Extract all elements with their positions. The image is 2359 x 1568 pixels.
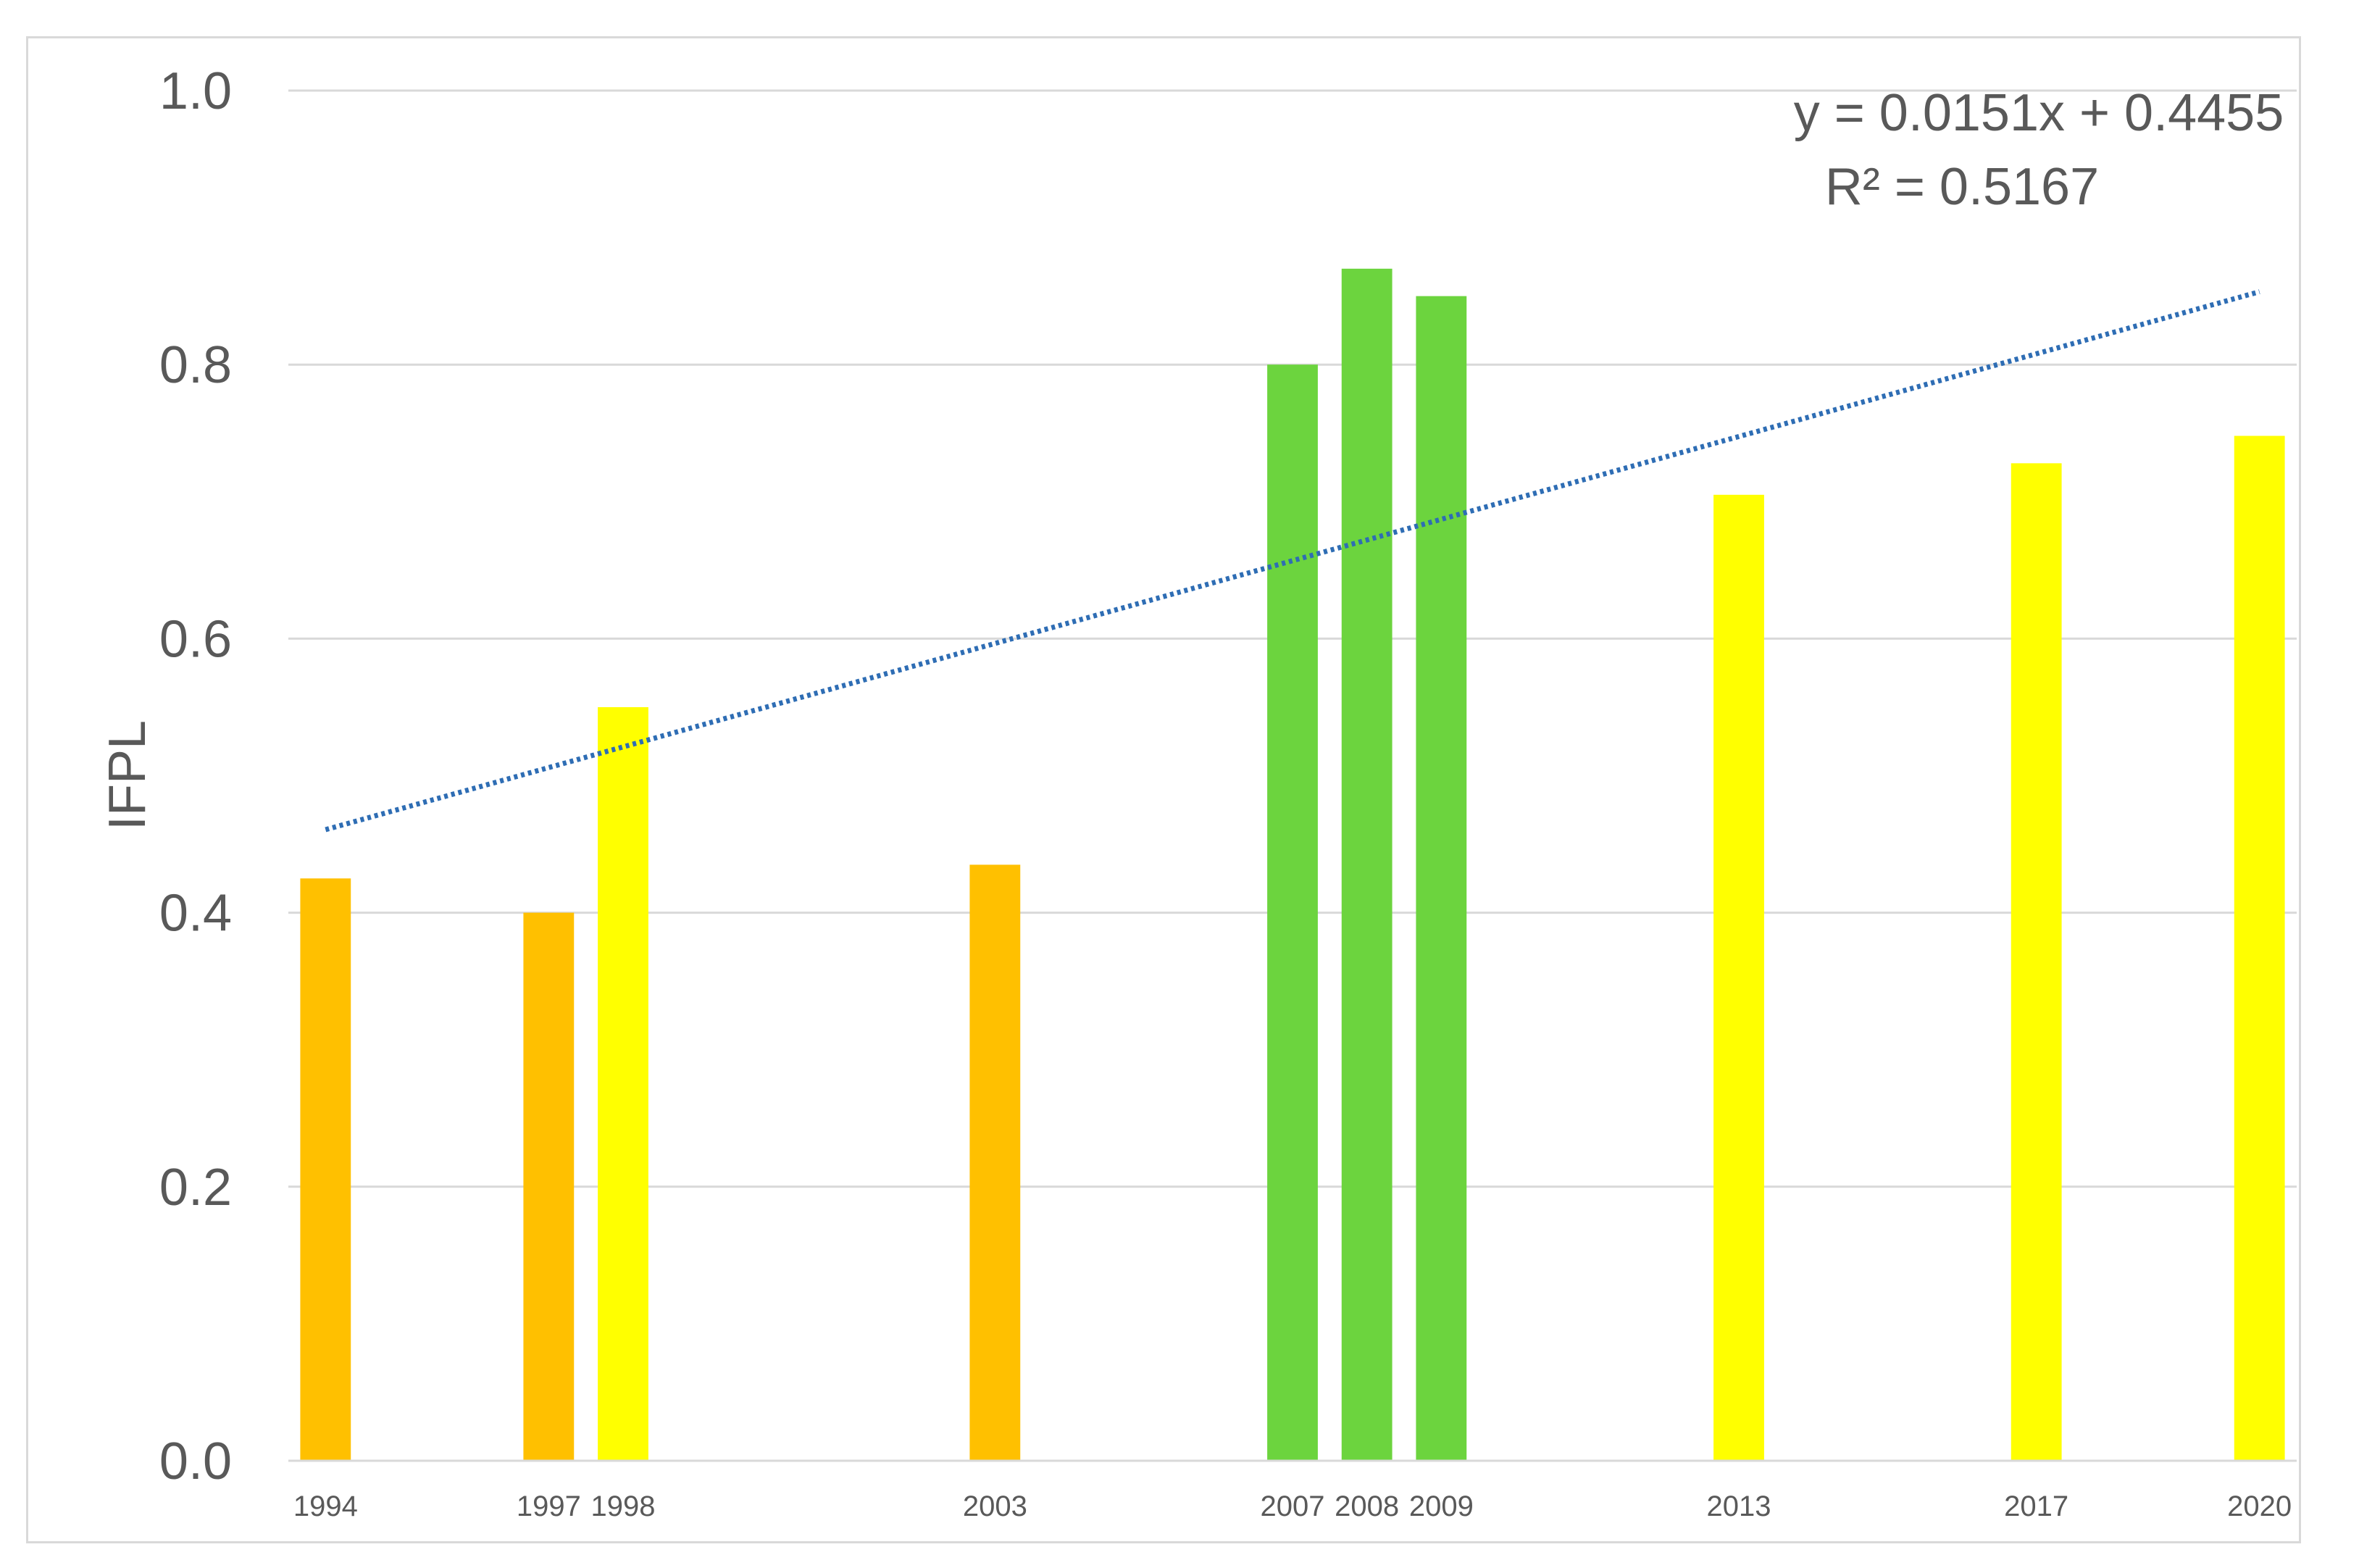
chart-frame xyxy=(26,36,2301,1543)
bar-2003 xyxy=(969,864,1021,1461)
bar-2020 xyxy=(2234,435,2285,1461)
x-tick-label: 1994 xyxy=(293,1490,358,1522)
x-tick-label: 2007 xyxy=(1261,1490,1325,1522)
y-tick-label: 1.0 xyxy=(159,62,232,120)
x-tick-label: 2009 xyxy=(1409,1490,1474,1522)
trendline-path xyxy=(325,289,2260,833)
bar-2007 xyxy=(1267,364,1318,1461)
x-tick-label: 2013 xyxy=(1707,1490,1771,1522)
trendline-equation: y = 0.0151x + 0.4455 xyxy=(1794,84,2284,142)
trendline-r-squared: R² = 0.5167 xyxy=(1825,158,2099,216)
y-tick-label: 0.2 xyxy=(159,1159,232,1217)
bar-1997 xyxy=(523,912,575,1461)
x-tick-label: 1998 xyxy=(591,1490,656,1522)
y-axis-ticks: 0.0 0.2 0.4 0.6 0.8 1.0 xyxy=(159,62,232,1490)
bar-2013 xyxy=(1713,494,1764,1461)
bar-1994 xyxy=(300,878,351,1461)
y-axis-label: IFPL xyxy=(99,720,156,830)
bar-2017 xyxy=(2011,463,2062,1461)
bar-2009 xyxy=(1416,296,1467,1461)
y-tick-label: 0.0 xyxy=(159,1433,232,1490)
bars xyxy=(300,268,2285,1461)
x-tick-label: 2020 xyxy=(2227,1490,2292,1522)
trendline xyxy=(325,289,2260,833)
y-tick-label: 0.4 xyxy=(159,885,232,943)
bar-2008 xyxy=(1341,268,1393,1461)
y-tick-label: 0.6 xyxy=(159,610,232,668)
x-tick-label: 2017 xyxy=(2004,1490,2068,1522)
y-tick-label: 0.8 xyxy=(159,336,232,394)
x-tick-label: 2008 xyxy=(1335,1490,1399,1522)
x-tick-label: 2003 xyxy=(963,1490,1027,1522)
x-axis-ticks: 1994 1997 1998 2003 2007 2008 2009 2013 2017 2020 xyxy=(293,1490,2292,1522)
bar-1998 xyxy=(598,706,648,1461)
x-tick-label: 1997 xyxy=(517,1490,581,1522)
